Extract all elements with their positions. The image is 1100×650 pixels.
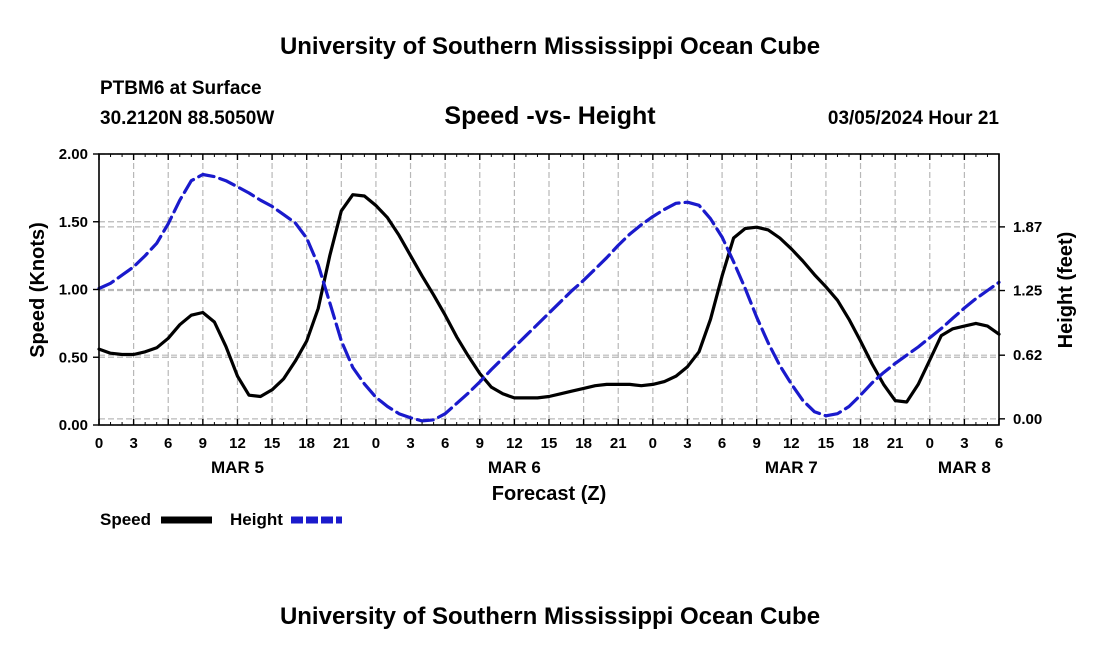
x-tick-label: 6 bbox=[164, 435, 172, 452]
station-coords: 30.2120N 88.5050W bbox=[100, 108, 274, 129]
x-axis: 0 3 6 9 12 15 18 21 0 3 6 9 12 15 18 21 0 3 6 9 12 15 18 21 0 3 6 bbox=[95, 154, 1003, 452]
x-tick-label: 6 bbox=[995, 435, 1003, 452]
x-tick-label: 12 bbox=[783, 435, 800, 452]
series-layer bbox=[97, 172, 1001, 423]
x-tick-label: 15 bbox=[541, 435, 558, 452]
y-tick-label: 1.50 bbox=[59, 214, 88, 231]
x-tick-label: 3 bbox=[960, 435, 968, 452]
x-tick-label: 3 bbox=[406, 435, 414, 452]
y-tick-label: 2.00 bbox=[59, 146, 88, 163]
series-line-height bbox=[97, 172, 1001, 423]
footer-title: University of Southern Mississippi Ocean… bbox=[280, 603, 820, 630]
legend-height-label: Height bbox=[230, 510, 283, 529]
y2-tick-label: 1.87 bbox=[1013, 219, 1042, 236]
x-tick-label: 0 bbox=[926, 435, 934, 452]
x-tick-label: 0 bbox=[649, 435, 657, 452]
x-tick-label: 0 bbox=[95, 435, 103, 452]
y-axis-right: 0.00 0.62 1.25 1.87 bbox=[999, 219, 1042, 428]
y-axis-title: Speed (Knots) bbox=[27, 222, 49, 358]
x-tick-label: 9 bbox=[476, 435, 484, 452]
x-tick-label: 12 bbox=[229, 435, 246, 452]
y-tick-label: 0.50 bbox=[59, 349, 88, 366]
x-tick-label: 3 bbox=[683, 435, 691, 452]
x-tick-label: 9 bbox=[753, 435, 761, 452]
x-tick-label: 3 bbox=[129, 435, 137, 452]
x-tick-label: 21 bbox=[333, 435, 350, 452]
x-tick-label: 15 bbox=[818, 435, 835, 452]
x-tick-label: 0 bbox=[372, 435, 380, 452]
x-tick-label: 9 bbox=[199, 435, 207, 452]
grid-lines bbox=[99, 153, 999, 426]
x-tick-label: 6 bbox=[718, 435, 726, 452]
y2-axis-title: Height (feet) bbox=[1055, 232, 1077, 349]
legend: Speed Height bbox=[100, 510, 342, 529]
x-tick-label: 15 bbox=[264, 435, 281, 452]
station-label: PTBM6 at Surface bbox=[100, 78, 262, 99]
x-tick-label: 21 bbox=[887, 435, 904, 452]
y2-tick-label: 0.00 bbox=[1013, 411, 1042, 428]
x-tick-label: 18 bbox=[298, 435, 315, 452]
legend-speed-label: Speed bbox=[100, 510, 151, 529]
x-tick-label: 12 bbox=[506, 435, 523, 452]
x-tick-label: 18 bbox=[575, 435, 592, 452]
y-axis-left: 0.00 0.50 1.00 1.50 2.00 bbox=[59, 146, 99, 434]
y-tick-label: 0.00 bbox=[59, 417, 88, 434]
y2-tick-label: 1.25 bbox=[1013, 283, 1042, 300]
x-tick-label: 18 bbox=[852, 435, 869, 452]
x-tick-label: 6 bbox=[441, 435, 449, 452]
x-tick-label: 21 bbox=[610, 435, 627, 452]
page-title: University of Southern Mississippi Ocean… bbox=[280, 33, 820, 60]
forecast-datetime: 03/05/2024 Hour 21 bbox=[828, 108, 1000, 129]
chart-title: Speed -vs- Height bbox=[444, 102, 656, 130]
day-label: MAR 7 bbox=[765, 458, 818, 477]
day-label: MAR 8 bbox=[938, 458, 991, 477]
day-label: MAR 6 bbox=[488, 458, 541, 477]
day-label: MAR 5 bbox=[211, 458, 264, 477]
series-line-speed bbox=[97, 193, 1001, 404]
y2-tick-label: 0.62 bbox=[1013, 347, 1042, 364]
y-tick-label: 1.00 bbox=[59, 282, 88, 299]
x-axis-title: Forecast (Z) bbox=[492, 483, 606, 505]
day-labels: MAR 5 MAR 6 MAR 7 MAR 8 bbox=[211, 458, 991, 477]
